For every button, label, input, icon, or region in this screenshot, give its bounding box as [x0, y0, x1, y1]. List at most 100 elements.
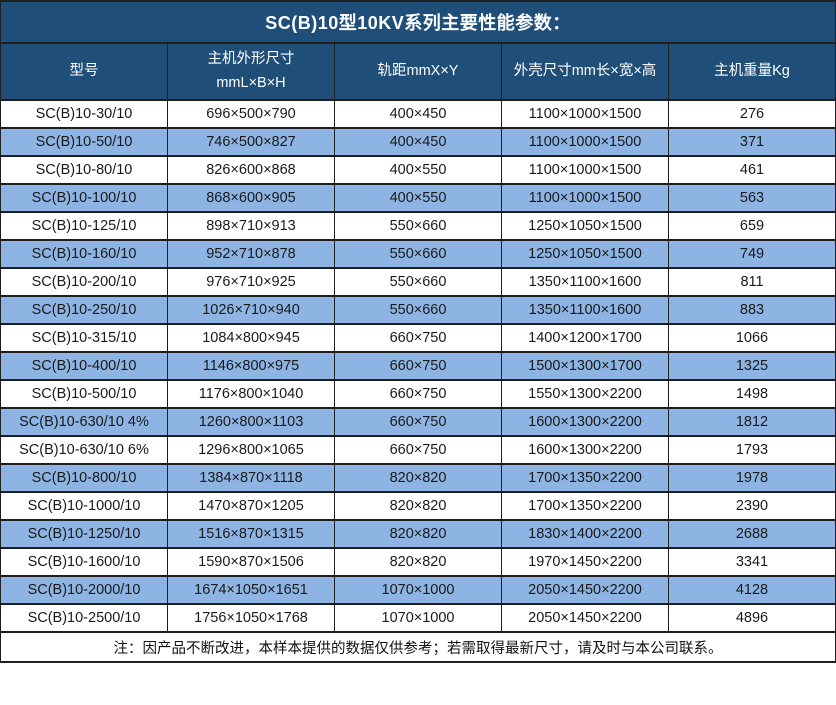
table-row: SC(B)10-500/10 1176×800×1040 660×750 155… [0, 379, 836, 409]
table-row: SC(B)10-800/10 1384×870×1118 820×820 170… [0, 463, 836, 493]
rail-gauge-cell: 660×750 [334, 435, 502, 465]
main-unit-dimensions-cell: 1176×800×1040 [167, 379, 335, 409]
model-cell: SC(B)10-400/10 [0, 351, 168, 381]
table-row: SC(B)10-30/10 696×500×790 400×450 1100×1… [0, 99, 836, 129]
table-row: SC(B)10-50/10 746×500×827 400×450 1100×1… [0, 127, 836, 157]
rail-gauge-cell: 820×820 [334, 547, 502, 577]
main-unit-weight-cell: 1812 [668, 407, 836, 437]
table-foot: 注：因产品不断改进，本样本提供的数据仅供参考；若需取得最新尺寸，请及时与本公司联… [0, 631, 836, 663]
main-unit-weight-cell: 461 [668, 155, 836, 185]
model-cell: SC(B)10-630/10 4% [0, 407, 168, 437]
shell-dimensions-cell: 1350×1100×1600 [501, 295, 669, 325]
table-row: SC(B)10-1250/10 1516×870×1315 820×820 18… [0, 519, 836, 549]
main-unit-dimensions-cell: 952×710×878 [167, 239, 335, 269]
shell-dimensions-cell: 1350×1100×1600 [501, 267, 669, 297]
model-cell: SC(B)10-2500/10 [0, 603, 168, 633]
main-unit-dimensions-cell: 746×500×827 [167, 127, 335, 157]
table-body: SC(B)10-30/10 696×500×790 400×450 1100×1… [0, 99, 836, 633]
table-row: SC(B)10-630/10 4% 1260×800×1103 660×750 … [0, 407, 836, 437]
rail-gauge-cell: 820×820 [334, 463, 502, 493]
shell-dimensions-cell: 1600×1300×2200 [501, 407, 669, 437]
table-row: SC(B)10-125/10 898×710×913 550×660 1250×… [0, 211, 836, 241]
shell-dimensions-cell: 1100×1000×1500 [501, 99, 669, 129]
main-unit-dimensions-cell: 1516×870×1315 [167, 519, 335, 549]
model-cell: SC(B)10-1000/10 [0, 491, 168, 521]
shell-dimensions-cell: 1250×1050×1500 [501, 239, 669, 269]
table-row: SC(B)10-200/10 976×710×925 550×660 1350×… [0, 267, 836, 297]
spec-table: SC(B)10型10KV系列主要性能参数： 型号 主机外形尺寸 mmL×B×H … [0, 0, 836, 663]
shell-dimensions-cell: 2050×1450×2200 [501, 603, 669, 633]
model-cell: SC(B)10-630/10 6% [0, 435, 168, 465]
main-unit-dimensions-cell: 1296×800×1065 [167, 435, 335, 465]
model-cell: SC(B)10-160/10 [0, 239, 168, 269]
main-unit-weight-cell: 371 [668, 127, 836, 157]
rail-gauge-cell: 400×550 [334, 155, 502, 185]
column-header-shell-dimensions: 外壳尺寸mm长×宽×高 [501, 42, 669, 101]
column-header-rail-gauge: 轨距mmX×Y [334, 42, 502, 101]
model-cell: SC(B)10-1250/10 [0, 519, 168, 549]
main-unit-weight-cell: 2390 [668, 491, 836, 521]
rail-gauge-cell: 1070×1000 [334, 603, 502, 633]
main-unit-dimensions-cell: 898×710×913 [167, 211, 335, 241]
table-row: SC(B)10-2500/10 1756×1050×1768 1070×1000… [0, 603, 836, 633]
main-unit-weight-cell: 1498 [668, 379, 836, 409]
footer-row: 注：因产品不断改进，本样本提供的数据仅供参考；若需取得最新尺寸，请及时与本公司联… [0, 631, 836, 663]
main-unit-weight-cell: 1066 [668, 323, 836, 353]
column-header-main-unit-dimensions: 主机外形尺寸 mmL×B×H [167, 42, 335, 101]
rail-gauge-cell: 550×660 [334, 267, 502, 297]
main-unit-weight-cell: 2688 [668, 519, 836, 549]
model-cell: SC(B)10-30/10 [0, 99, 168, 129]
shell-dimensions-cell: 1100×1000×1500 [501, 127, 669, 157]
main-unit-weight-cell: 749 [668, 239, 836, 269]
shell-dimensions-cell: 1100×1000×1500 [501, 155, 669, 185]
column-header-row: 型号 主机外形尺寸 mmL×B×H 轨距mmX×Y 外壳尺寸mm长×宽×高 主机… [0, 42, 836, 101]
table-row: SC(B)10-400/10 1146×800×975 660×750 1500… [0, 351, 836, 381]
rail-gauge-cell: 400×550 [334, 183, 502, 213]
main-unit-weight-cell: 4896 [668, 603, 836, 633]
table-row: SC(B)10-80/10 826×600×868 400×550 1100×1… [0, 155, 836, 185]
model-cell: SC(B)10-500/10 [0, 379, 168, 409]
rail-gauge-cell: 1070×1000 [334, 575, 502, 605]
main-unit-dimensions-cell: 1084×800×945 [167, 323, 335, 353]
main-unit-dimensions-cell: 1260×800×1103 [167, 407, 335, 437]
rail-gauge-cell: 820×820 [334, 491, 502, 521]
main-unit-dimensions-cell: 1674×1050×1651 [167, 575, 335, 605]
main-unit-weight-cell: 3341 [668, 547, 836, 577]
main-unit-weight-cell: 1325 [668, 351, 836, 381]
model-cell: SC(B)10-125/10 [0, 211, 168, 241]
rail-gauge-cell: 660×750 [334, 323, 502, 353]
model-cell: SC(B)10-250/10 [0, 295, 168, 325]
model-cell: SC(B)10-2000/10 [0, 575, 168, 605]
model-cell: SC(B)10-200/10 [0, 267, 168, 297]
main-unit-dimensions-cell: 696×500×790 [167, 99, 335, 129]
main-unit-dimensions-cell: 1146×800×975 [167, 351, 335, 381]
shell-dimensions-cell: 1550×1300×2200 [501, 379, 669, 409]
model-cell: SC(B)10-50/10 [0, 127, 168, 157]
rail-gauge-cell: 400×450 [334, 127, 502, 157]
column-header-main-unit-weight: 主机重量Kg [668, 42, 836, 101]
model-cell: SC(B)10-1600/10 [0, 547, 168, 577]
table-row: SC(B)10-2000/10 1674×1050×1651 1070×1000… [0, 575, 836, 605]
model-cell: SC(B)10-315/10 [0, 323, 168, 353]
rail-gauge-cell: 660×750 [334, 379, 502, 409]
shell-dimensions-cell: 1700×1350×2200 [501, 491, 669, 521]
main-unit-weight-cell: 1793 [668, 435, 836, 465]
rail-gauge-cell: 550×660 [334, 239, 502, 269]
title-row: SC(B)10型10KV系列主要性能参数： [0, 0, 836, 44]
shell-dimensions-cell: 1400×1200×1700 [501, 323, 669, 353]
main-unit-dimensions-cell: 1470×870×1205 [167, 491, 335, 521]
main-unit-dimensions-cell: 976×710×925 [167, 267, 335, 297]
main-unit-weight-cell: 659 [668, 211, 836, 241]
shell-dimensions-cell: 1970×1450×2200 [501, 547, 669, 577]
main-unit-dimensions-cell: 826×600×868 [167, 155, 335, 185]
table-head: SC(B)10型10KV系列主要性能参数： 型号 主机外形尺寸 mmL×B×H … [0, 0, 836, 101]
main-unit-weight-cell: 563 [668, 183, 836, 213]
model-cell: SC(B)10-800/10 [0, 463, 168, 493]
shell-dimensions-cell: 1500×1300×1700 [501, 351, 669, 381]
shell-dimensions-cell: 1250×1050×1500 [501, 211, 669, 241]
shell-dimensions-cell: 1700×1350×2200 [501, 463, 669, 493]
main-unit-weight-cell: 4128 [668, 575, 836, 605]
rail-gauge-cell: 660×750 [334, 407, 502, 437]
shell-dimensions-cell: 2050×1450×2200 [501, 575, 669, 605]
main-unit-dimensions-cell: 1756×1050×1768 [167, 603, 335, 633]
